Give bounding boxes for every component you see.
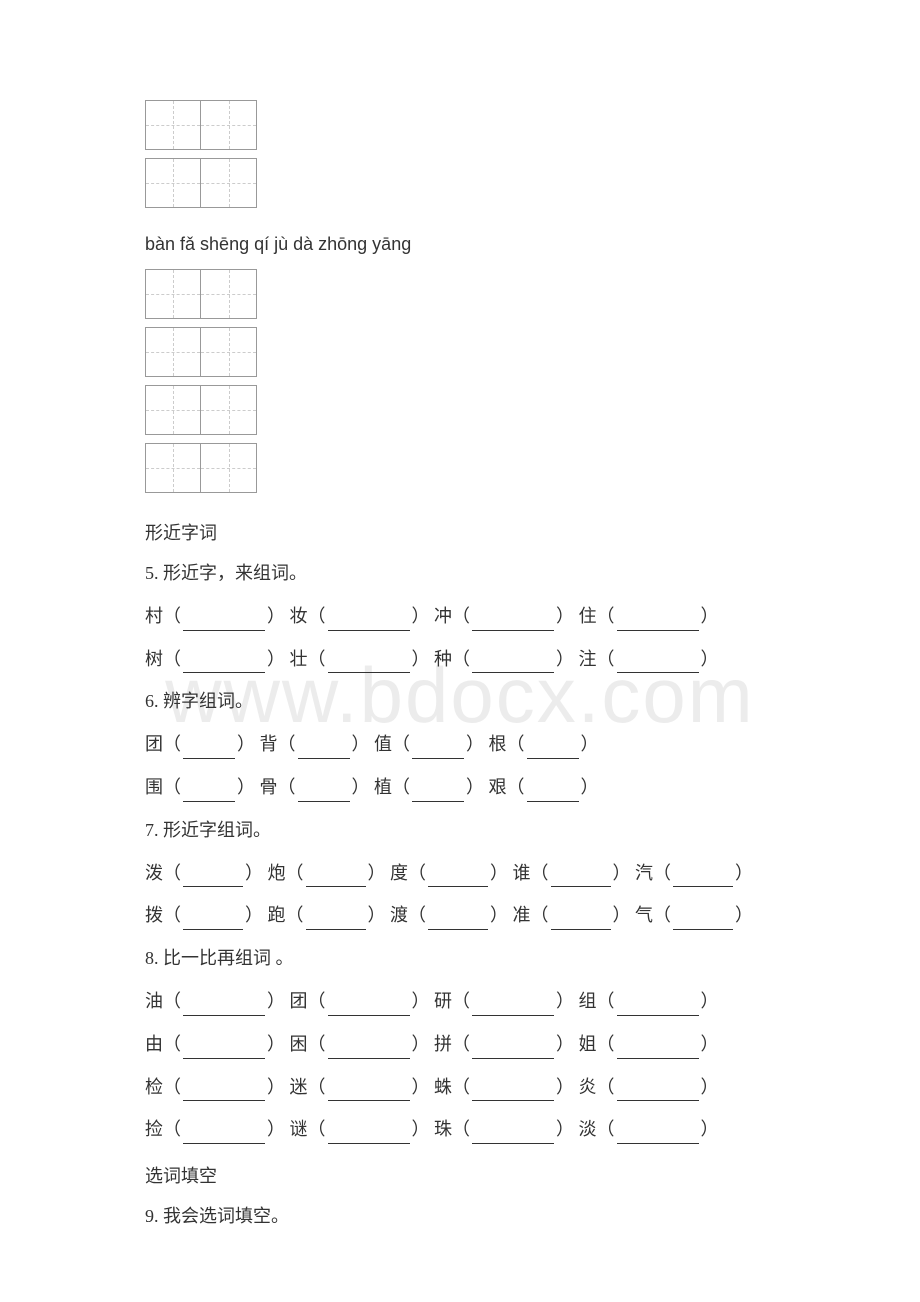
pinyin-line: bàn fǎ shēng qí jù dà zhōng yāng — [145, 234, 775, 255]
page-content: bàn fǎ shēng qí jù dà zhōng yāng 形近字词 5.… — [145, 100, 775, 1231]
ex8-row3: 检（） 迷（） 蛛（） 炎（） — [145, 1073, 775, 1102]
ex6-row1: 团（） 背（） 值（） 根（） — [145, 730, 775, 759]
ex6-row2: 围（） 骨（） 植（） 艰（） — [145, 773, 775, 802]
ex7-row2: 拨（） 跑（） 渡（） 准（） 气（） — [145, 901, 775, 930]
grid-row-5 — [145, 385, 775, 443]
ex8-title: 8. 比一比再组词 。 — [145, 944, 775, 973]
ex5-title: 5. 形近字，来组词。 — [145, 559, 775, 588]
ex7-row1: 泼（） 炮（） 度（） 谁（） 汽（） — [145, 859, 775, 888]
ex6-title: 6. 辨字组词。 — [145, 687, 775, 716]
ex7-title: 7. 形近字组词。 — [145, 816, 775, 845]
ex8-row4: 捡（） 谜（） 珠（） 淡（） — [145, 1115, 775, 1144]
grid-row-2 — [145, 158, 775, 216]
ex9-title: 9. 我会选词填空。 — [145, 1202, 775, 1231]
grid-row-1 — [145, 100, 775, 158]
ex5-row1: 村（） 妆（） 冲（） 住（） — [145, 602, 775, 631]
ex8-row2: 由（） 困（） 拼（） 姐（） — [145, 1030, 775, 1059]
ex5-row2: 树（） 壮（） 种（） 注（） — [145, 645, 775, 674]
heading-xingjinzi: 形近字词 — [145, 519, 775, 545]
grid-row-6 — [145, 443, 775, 501]
grid-row-3 — [145, 269, 775, 327]
grid-row-4 — [145, 327, 775, 385]
heading-xuancitiankong: 选词填空 — [145, 1162, 775, 1188]
ex8-row1: 油（） 团（） 研（） 组（） — [145, 987, 775, 1016]
